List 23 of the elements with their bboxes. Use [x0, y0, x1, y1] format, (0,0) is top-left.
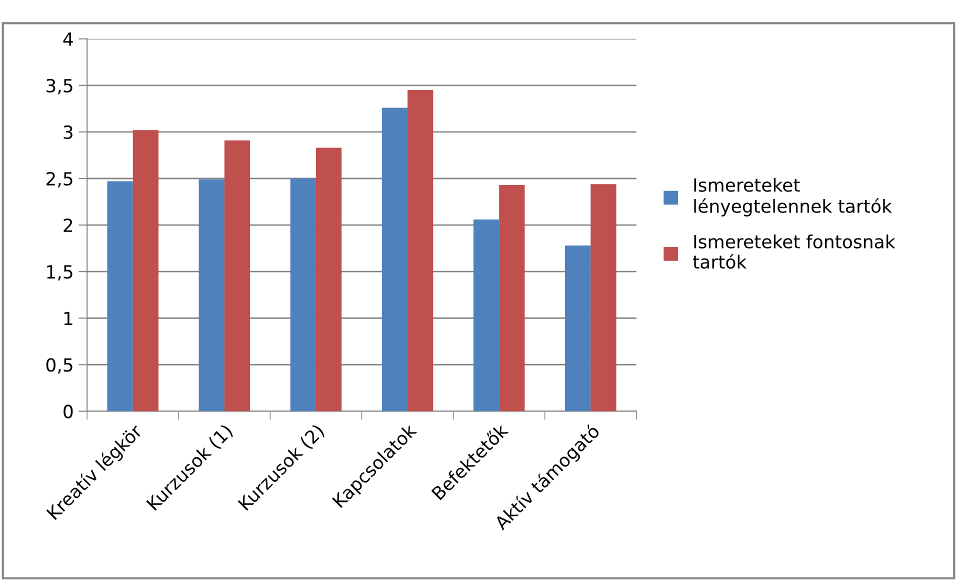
y-tick-label: 2,5 — [46, 172, 72, 188]
y-tick-label: 0 — [64, 404, 73, 418]
y-tick-label: 1 — [64, 312, 72, 325]
y-tick-label: 3 — [64, 125, 72, 140]
legend-label: Ismereteket lényegtelennek tartók — [694, 178, 892, 216]
bar — [499, 185, 525, 412]
y-tick-label: 3,5 — [46, 78, 72, 94]
bar — [408, 90, 434, 412]
bar — [564, 246, 591, 412]
bar — [382, 108, 408, 412]
y-tick-label: 0,5 — [46, 358, 72, 374]
legend-label: Ismereteket fontosnak tartók — [693, 234, 896, 269]
bar — [473, 219, 500, 412]
bar — [224, 140, 250, 412]
bar — [316, 148, 342, 412]
bar — [132, 130, 158, 412]
y-tick-label: 1,5 — [47, 265, 72, 281]
bar — [107, 181, 133, 412]
bar — [590, 184, 616, 412]
bar — [290, 178, 316, 412]
bar — [198, 179, 224, 412]
y-tick-label: 2 — [64, 218, 72, 232]
y-tick-label: 4 — [63, 32, 73, 46]
